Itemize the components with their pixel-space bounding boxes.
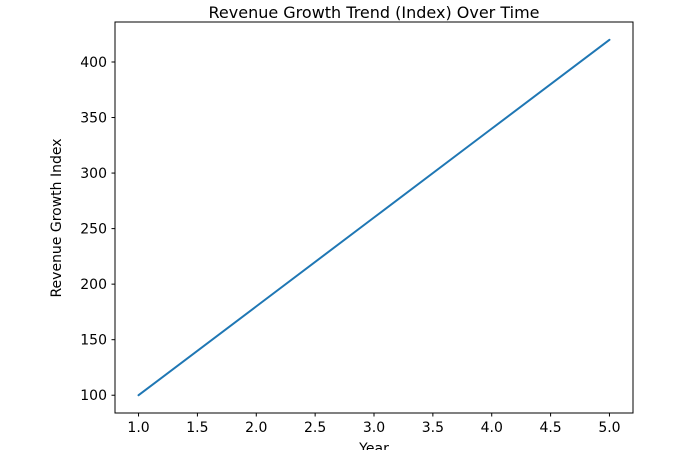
x-tick-label: 3.0 [363,420,385,436]
x-tick-label: 1.0 [127,420,149,436]
y-tick-label: 150 [80,333,107,349]
y-tick-label: 100 [80,388,107,404]
x-tick-label: 4.5 [539,420,561,436]
x-tick-label: 1.5 [186,420,208,436]
y-tick-label: 300 [80,166,107,182]
x-tick-label: 4.0 [481,420,503,436]
x-tick-label: 2.0 [245,420,267,436]
x-tick-label: 3.5 [422,420,444,436]
data-line-revenue-growth [137,38,611,397]
x-axis-label: Year [359,441,389,450]
y-tick-label: 250 [80,222,107,238]
y-tick-label: 350 [80,111,107,127]
chart-title: Revenue Growth Trend (Index) Over Time [208,3,540,22]
x-tick-label: 5.0 [598,420,620,436]
y-tick-label: 200 [80,277,107,293]
x-tick-label: 2.5 [304,420,326,436]
y-tick-label: 400 [80,55,107,71]
